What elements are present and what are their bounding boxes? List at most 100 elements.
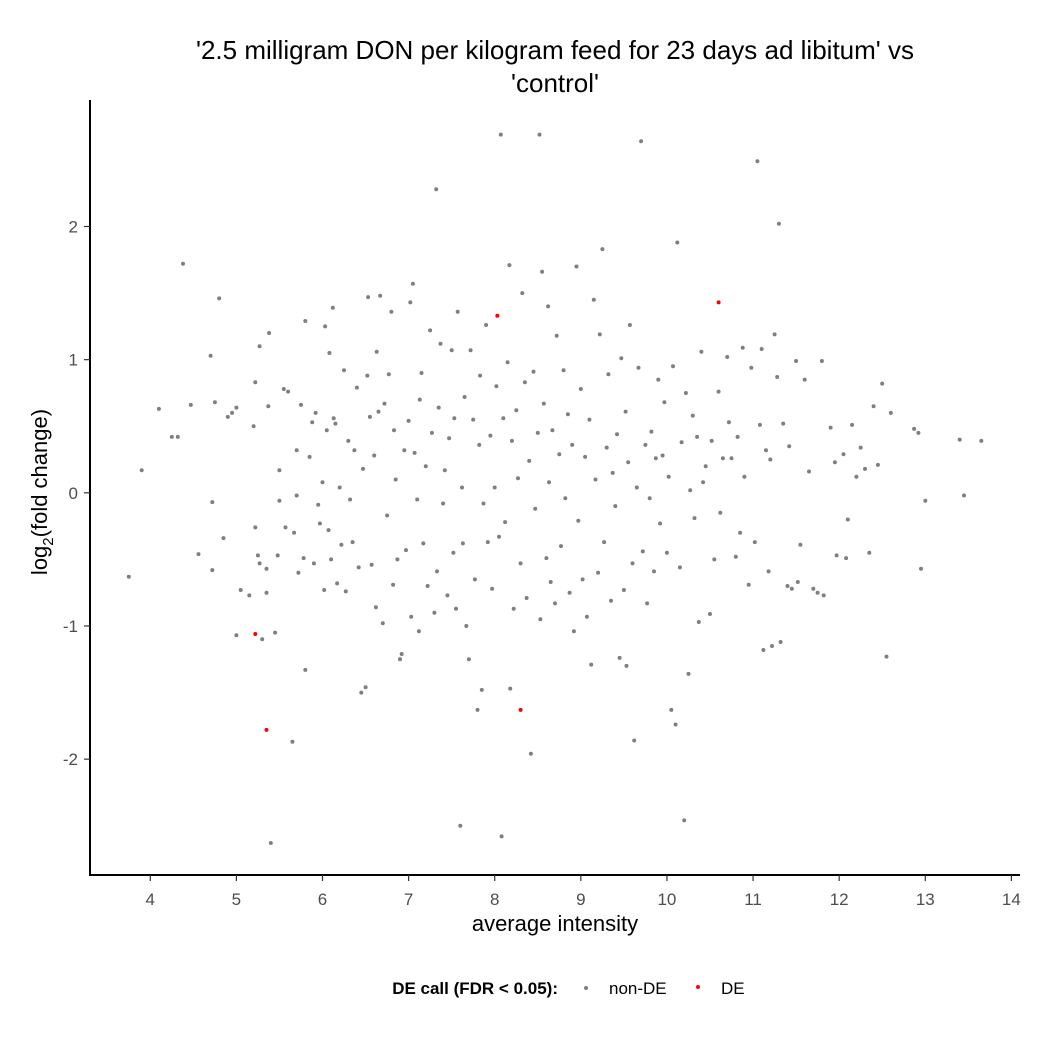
non-de-point — [481, 501, 486, 506]
non-de-point — [957, 437, 962, 442]
non-de-point — [462, 395, 467, 399]
non-de-point — [346, 438, 351, 443]
non-de-point — [619, 356, 624, 361]
non-de-point — [735, 434, 740, 439]
non-de-point — [627, 323, 632, 327]
non-de-point — [409, 614, 414, 619]
non-de-point — [376, 409, 381, 414]
y-axis-title-subscript: 2 — [40, 537, 57, 545]
non-de-point — [683, 391, 688, 395]
non-de-point — [834, 553, 839, 558]
non-de-point — [425, 584, 430, 588]
non-de-point — [385, 513, 390, 518]
non-de-point — [395, 557, 400, 562]
non-de-point — [352, 448, 357, 453]
non-de-point — [317, 521, 322, 526]
non-de-point — [475, 707, 480, 712]
non-de-point — [492, 485, 497, 490]
non-de-point — [210, 500, 215, 505]
non-de-point — [484, 323, 489, 327]
x-tick-label: 4 — [146, 890, 155, 909]
non-de-point — [247, 593, 252, 598]
non-de-point — [576, 518, 581, 523]
non-de-point — [208, 353, 213, 358]
non-de-point — [404, 548, 408, 553]
legend-key-non-de — [584, 986, 588, 990]
non-de-point — [578, 387, 583, 391]
non-de-point — [438, 341, 443, 346]
non-de-point — [485, 540, 490, 545]
non-de-point — [740, 345, 745, 350]
non-de-point — [794, 359, 799, 363]
non-de-point — [350, 540, 355, 545]
non-de-point — [828, 425, 833, 430]
non-de-point — [257, 561, 262, 566]
non-de-point — [441, 501, 446, 506]
non-de-point — [632, 738, 637, 743]
non-de-point — [382, 401, 387, 406]
non-de-point — [630, 561, 635, 566]
non-de-point — [772, 332, 777, 337]
non-de-point — [361, 466, 365, 471]
non-de-point — [323, 324, 328, 329]
non-de-point — [844, 556, 849, 561]
non-de-point — [369, 562, 374, 567]
non-de-point — [565, 412, 570, 417]
non-de-point — [478, 373, 483, 378]
x-tick-label: 10 — [657, 890, 676, 909]
non-de-point — [602, 540, 607, 545]
non-de-point — [550, 428, 555, 433]
non-de-point — [454, 606, 458, 611]
non-de-point — [445, 593, 450, 598]
non-de-point — [412, 450, 417, 455]
non-de-point — [196, 552, 201, 557]
non-de-point — [494, 384, 499, 389]
non-de-point — [326, 528, 331, 533]
non-de-point — [221, 536, 226, 541]
de-point — [716, 300, 721, 305]
non-de-point — [688, 488, 693, 493]
non-de-point — [649, 429, 654, 434]
non-de-point — [752, 540, 757, 545]
non-de-point — [979, 438, 984, 443]
non-de-point — [217, 296, 222, 301]
non-de-point — [416, 629, 421, 634]
non-de-point — [819, 359, 824, 363]
non-de-point — [253, 380, 258, 385]
non-de-point — [253, 525, 258, 530]
non-de-point — [508, 686, 513, 691]
non-de-point — [875, 462, 880, 467]
non-de-point — [230, 410, 235, 415]
non-de-point — [460, 485, 464, 490]
non-de-point — [584, 614, 589, 619]
non-de-point — [399, 652, 404, 656]
non-de-point — [501, 416, 506, 421]
non-de-point — [858, 445, 863, 450]
non-de-point — [310, 420, 315, 425]
non-de-point — [337, 485, 342, 490]
non-de-point — [600, 247, 605, 252]
non-de-point — [421, 541, 426, 546]
x-tick-label: 9 — [576, 890, 585, 909]
non-de-point — [238, 588, 243, 592]
y-tick-label: 1 — [69, 351, 78, 370]
non-de-point — [264, 566, 269, 571]
non-de-point — [653, 456, 658, 461]
non-de-point — [671, 364, 675, 369]
non-de-point — [299, 402, 303, 407]
non-de-point — [919, 566, 923, 571]
non-de-point — [557, 452, 562, 457]
non-de-point — [742, 474, 747, 479]
non-de-point — [260, 637, 265, 642]
non-de-point — [807, 469, 811, 474]
non-de-point — [749, 365, 754, 370]
non-de-point — [406, 418, 411, 423]
non-de-point — [669, 707, 674, 712]
x-axis-title: average intensity — [472, 911, 638, 936]
non-de-point — [498, 132, 503, 137]
non-de-point — [726, 420, 731, 425]
non-de-point — [604, 445, 609, 450]
x-tick-label: 5 — [232, 890, 241, 909]
non-de-point — [419, 371, 424, 375]
